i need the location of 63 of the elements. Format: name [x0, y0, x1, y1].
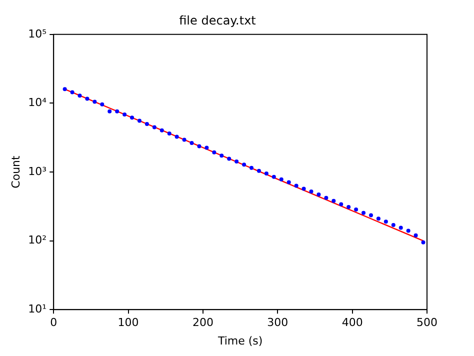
point — [220, 154, 224, 158]
point — [108, 109, 112, 114]
point — [227, 156, 232, 161]
point — [362, 210, 366, 215]
point — [332, 198, 336, 203]
point — [302, 186, 306, 191]
chart-title: file decay.txt — [179, 13, 256, 28]
point — [100, 102, 104, 106]
x-tick-label: 500 — [416, 316, 438, 330]
point — [152, 125, 156, 130]
point — [85, 96, 90, 101]
point — [182, 138, 186, 142]
x-tick-label: 0 — [50, 316, 58, 330]
point — [346, 204, 351, 209]
y-axis-title: Count — [9, 154, 22, 188]
x-tick-label: 200 — [192, 316, 214, 330]
point — [279, 177, 284, 182]
point — [272, 174, 276, 179]
point — [174, 134, 179, 139]
point — [414, 233, 418, 238]
point — [130, 116, 134, 120]
point — [294, 184, 298, 188]
y-tick-label: 10² — [28, 234, 47, 247]
point — [398, 226, 403, 230]
point — [234, 160, 239, 164]
point — [190, 140, 194, 145]
point — [78, 94, 82, 98]
point — [406, 228, 410, 233]
point — [197, 144, 202, 148]
point — [391, 222, 396, 227]
point — [376, 216, 380, 221]
point — [137, 118, 142, 123]
point — [421, 240, 426, 244]
point — [316, 192, 321, 197]
y-tick-label: 10⁵ — [28, 27, 47, 40]
point — [62, 87, 67, 92]
point — [250, 166, 254, 170]
point — [115, 109, 120, 114]
point — [167, 131, 172, 136]
point — [286, 180, 291, 184]
x-tick-label: 100 — [118, 316, 139, 330]
x-tick-label: 400 — [342, 316, 363, 330]
point — [204, 146, 209, 150]
point — [384, 220, 388, 224]
point — [122, 112, 127, 116]
point — [256, 168, 261, 173]
point — [368, 213, 373, 218]
point — [70, 90, 74, 94]
point — [264, 172, 268, 176]
point — [212, 150, 216, 154]
point — [354, 208, 358, 212]
point — [242, 162, 246, 167]
y-tick-label: 10³ — [28, 164, 47, 178]
point — [309, 190, 314, 194]
y-tick-label: 10⁴ — [28, 96, 48, 110]
point — [144, 122, 149, 126]
x-axis-title: Time (s) — [216, 334, 263, 348]
point — [160, 128, 164, 132]
x-tick-label: 300 — [267, 316, 288, 330]
point — [339, 202, 344, 206]
point — [324, 196, 328, 200]
point — [92, 100, 97, 104]
y-tick-label: 10¹ — [28, 302, 47, 316]
